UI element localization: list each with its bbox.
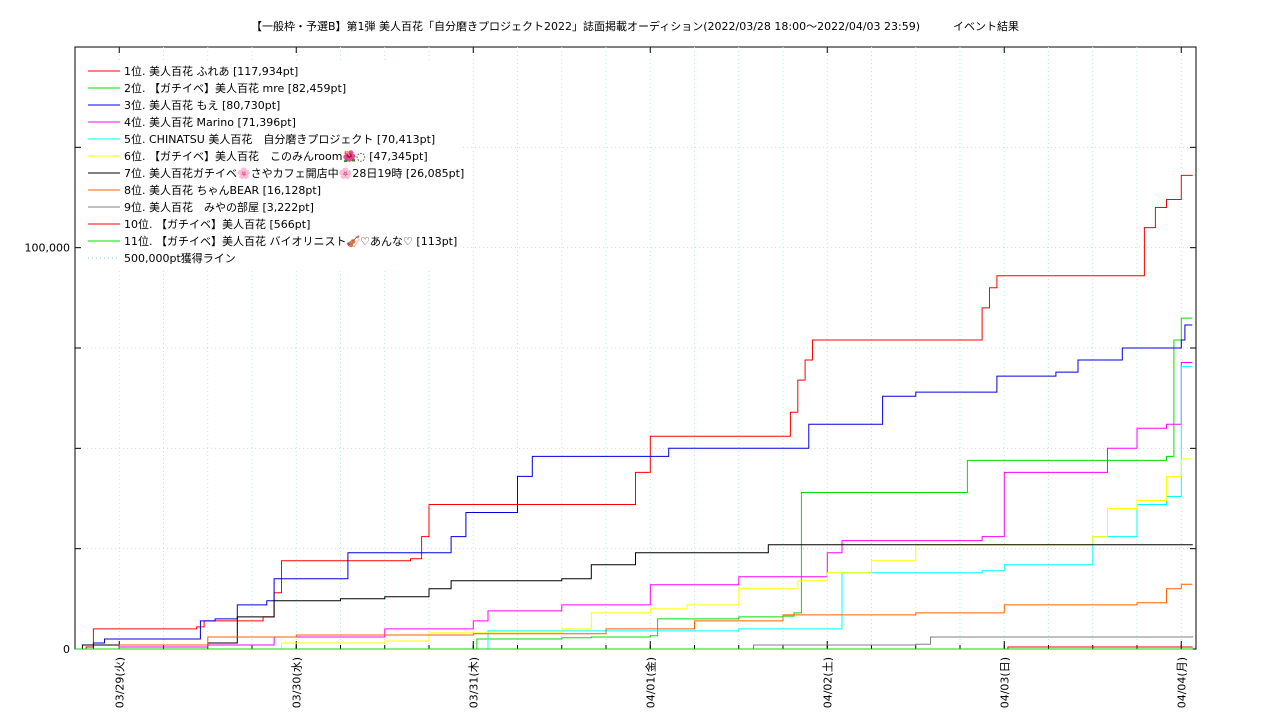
series-line-4 [75, 362, 1193, 650]
legend-label: 10位. 【ガチイベ】美人百花 [566pt] [124, 217, 310, 231]
legend-label: 8位. 美人百花 ちゃんBEAR [16,128pt] [124, 183, 321, 197]
series-line-5 [75, 365, 1193, 650]
chart-title: 【一般枠・予選B】第1弾 美人百花「自分磨きプロジェクト2022」誌面掲載オーデ… [251, 19, 1019, 33]
legend-label: 4位. 美人百花 Marino [71,396pt] [124, 115, 296, 129]
grid [75, 47, 1196, 649]
legend-label: 6位. 【ガチイベ】美人百花 このみんroom🌺◌ [47,345pt] [124, 149, 428, 163]
series-line-11 [75, 648, 1193, 650]
legend-label: 9位. 美人百花 みやの部屋 [3,222pt] [124, 200, 314, 214]
x-tick-label: 04/04(月) [1175, 657, 1188, 708]
legend-label: 2位. 【ガチイベ】美人百花 mre [82,459pt] [124, 81, 346, 95]
x-tick-label: 04/02(土) [821, 657, 834, 708]
y-tick-label: 100,000 [25, 242, 71, 255]
x-tick-label: 03/30(水) [290, 657, 303, 708]
x-tick-label: 03/31(木) [467, 657, 480, 708]
series-line-2 [75, 317, 1193, 650]
x-tick-label: 04/03(日) [998, 657, 1011, 708]
y-tick-label: 0 [63, 643, 70, 656]
legend-background [82, 61, 462, 269]
legend-label: 11位. 【ガチイベ】美人百花 バイオリニスト🎻♡あんな♡ [113pt] [124, 234, 457, 248]
legend-label: 5位. CHINATSU 美人百花 自分磨きプロジェクト [70,413pt] [124, 132, 435, 146]
legend-label-reference: 500,000pt獲得ライン [124, 252, 236, 265]
series-group [75, 174, 1193, 650]
series-line-3 [75, 324, 1193, 650]
axis-ticks: 0 100,000 03/29(火) 03/30(水) 03/31(木) 04/01(金)… [25, 47, 1196, 708]
legend-label: 3位. 美人百花 もえ [80,730pt] [124, 98, 280, 112]
series-line-6 [75, 458, 1193, 650]
legend: 1位. 美人百花 ふれあ [117,934pt] 2位. 【ガチイベ】美人百花 m… [88, 64, 464, 265]
legend-label: 1位. 美人百花 ふれあ [117,934pt] [124, 64, 298, 78]
series-line-1 [75, 174, 1193, 650]
x-tick-label: 03/29(火) [113, 657, 126, 708]
legend-label: 7位. 美人百花ガチイベ🌸さやカフェ開店中🌸28日19時 [26,085pt] [124, 166, 464, 180]
x-tick-label: 04/01(金) [643, 657, 657, 708]
series-line-8 [75, 583, 1193, 650]
series-line-7 [75, 544, 1193, 650]
